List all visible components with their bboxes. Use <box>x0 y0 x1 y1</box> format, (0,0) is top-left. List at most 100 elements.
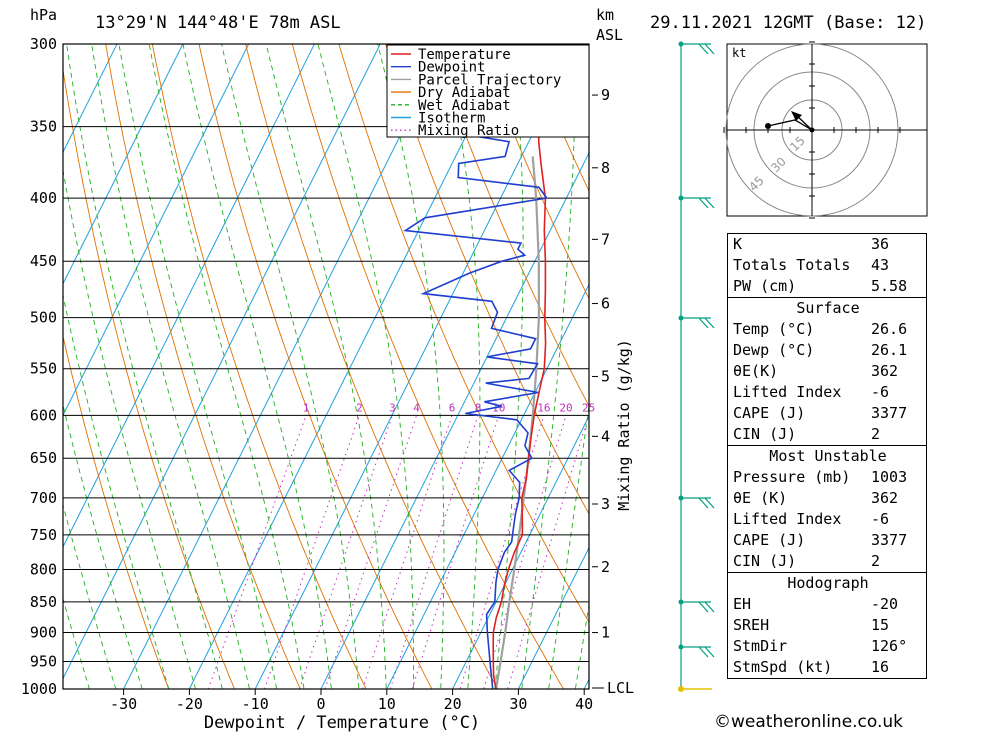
copyright-footer[interactable]: ©weatheronline.co.uk <box>714 712 904 732</box>
wet-adiabat-line <box>521 44 576 689</box>
mixing-ratio-label: 20 <box>559 401 572 414</box>
wind-barb-flag <box>704 317 715 329</box>
stat-label: Temp (°C) <box>733 320 815 338</box>
mixing-ratio-line <box>362 415 453 689</box>
stat-row: Pressure (mb) 1003 <box>728 467 928 488</box>
wind-barb-flag <box>704 497 715 509</box>
legend-label: Dewpoint <box>418 60 485 76</box>
km-label: km <box>596 6 614 24</box>
isotherm-line <box>63 44 118 154</box>
wet-adiabat-line <box>63 403 143 689</box>
x-axis-label: Dewpoint / Temperature (°C) <box>204 713 480 733</box>
index-box: K 36 Totals Totals 43 PW (cm) 5.58 <box>727 233 927 298</box>
km-axis-ticks: 1 2 3 4 5 6 7 8 9 <box>592 86 610 642</box>
x-tick-label: 30 <box>509 695 527 713</box>
x-tick-label: -10 <box>242 695 269 713</box>
stat-row: Temp (°C) 26.6 <box>728 319 928 340</box>
legend-label: Mixing Ratio <box>418 123 519 139</box>
km-tick-label: 5 <box>601 367 610 385</box>
dry-adiabat-line <box>932 0 1000 715</box>
stat-row: Lifted Index -6 <box>728 509 928 530</box>
stat-value: 2 <box>871 552 881 570</box>
wind-barb-flag <box>704 43 715 55</box>
dry-adiabat-line <box>63 334 170 689</box>
pressure-tick-label: 300 <box>30 35 57 53</box>
isotherm-line <box>63 44 250 417</box>
profile-lines <box>403 44 569 689</box>
stat-value: 43 <box>871 256 890 274</box>
stat-row: CAPE (J) 3377 <box>728 530 928 551</box>
pressure-tick-label: 350 <box>30 118 57 136</box>
mixing-ratio-axis-label: Mixing Ratio (g/kg) <box>615 339 633 511</box>
mixing-ratio-labels: 1 2 3 4 6 8 10 16 20 25 <box>303 401 595 414</box>
stat-value: 362 <box>871 362 899 380</box>
pressure-tick-label: 850 <box>30 593 57 611</box>
pressure-tick-label: 950 <box>30 653 57 671</box>
stat-value: 26.6 <box>871 320 908 338</box>
stat-row: StmSpd (kt) 16 <box>728 657 928 678</box>
stat-label: EH <box>733 595 752 613</box>
stat-row: StmDir 126° <box>728 636 928 657</box>
stat-row: CAPE (J) 3377 <box>728 403 928 424</box>
dry-adiabat-line <box>976 0 1000 715</box>
mixing-ratio-label: 4 <box>413 401 420 414</box>
legend-label: Wet Adiabat <box>418 98 511 114</box>
stat-label: Lifted Index <box>733 383 842 401</box>
wind-barb-flag <box>698 317 709 329</box>
stat-label: Pressure (mb) <box>733 468 851 486</box>
pressure-tick-label: 800 <box>30 560 57 578</box>
stat-row: K 36 <box>728 234 928 255</box>
legend-box <box>386 44 590 138</box>
x-tick-label: 10 <box>378 695 396 713</box>
wet-adiabat-line <box>91 44 250 689</box>
surface-title: Surface <box>796 299 860 317</box>
dry-adiabat-line <box>105 44 301 689</box>
km-tick-label: 9 <box>601 86 610 104</box>
x-tick-label: 20 <box>444 695 462 713</box>
x-axis-ticks: -30 -20 -10 0 10 20 30 40 <box>110 689 593 713</box>
hodograph-stats-title: Hodograph <box>787 574 869 592</box>
wet-adiabat-line <box>63 168 196 689</box>
mixing-ratio-line <box>324 415 418 689</box>
wind-barb-flag <box>698 43 709 55</box>
km-tick-label: 2 <box>601 558 610 576</box>
stat-value: 16 <box>871 658 890 676</box>
stat-label: StmDir <box>733 637 788 655</box>
wind-barb-flag <box>698 197 709 209</box>
stat-value: 15 <box>871 616 890 634</box>
wind-barb-flag <box>698 601 709 613</box>
stat-row: θE(K) 362 <box>728 361 928 382</box>
isotherm-line <box>63 44 381 680</box>
wind-barb-column <box>678 41 715 692</box>
km-tick-label: 7 <box>601 230 610 248</box>
plot-frame <box>62 43 590 690</box>
isotherm-line <box>517 546 589 689</box>
km-tick-label: 4 <box>601 427 610 445</box>
pressure-tick-label: 550 <box>30 360 57 378</box>
pressure-tick-label: 650 <box>30 449 57 467</box>
wind-barb-flag <box>704 646 715 658</box>
stat-label: CIN (J) <box>733 425 797 443</box>
mixing-ratio-label: 16 <box>537 401 550 414</box>
mixing-ratio-line <box>411 415 500 689</box>
stat-row: PW (cm) 5.58 <box>728 276 928 297</box>
stat-label: SREH <box>733 616 770 634</box>
pressure-tick-label: 500 <box>30 309 57 327</box>
mixing-ratio-line <box>389 415 479 689</box>
wet-adiabat-line <box>548 402 589 689</box>
stat-value: 3377 <box>871 531 908 549</box>
pressure-tick-label: 900 <box>30 624 57 642</box>
wet-adiabat-line <box>443 44 481 689</box>
wind-barb-flag <box>704 197 715 209</box>
dry-adiabat-line <box>63 67 235 689</box>
stat-label: CAPE (J) <box>733 531 806 549</box>
pressure-tick-label: 700 <box>30 489 57 507</box>
legend-label: Isotherm <box>418 111 485 127</box>
stat-row: CIN (J) 2 <box>728 424 928 445</box>
stat-value: -6 <box>871 510 890 528</box>
pressure-tick-label: 400 <box>30 189 57 207</box>
stat-value: -20 <box>871 595 899 613</box>
